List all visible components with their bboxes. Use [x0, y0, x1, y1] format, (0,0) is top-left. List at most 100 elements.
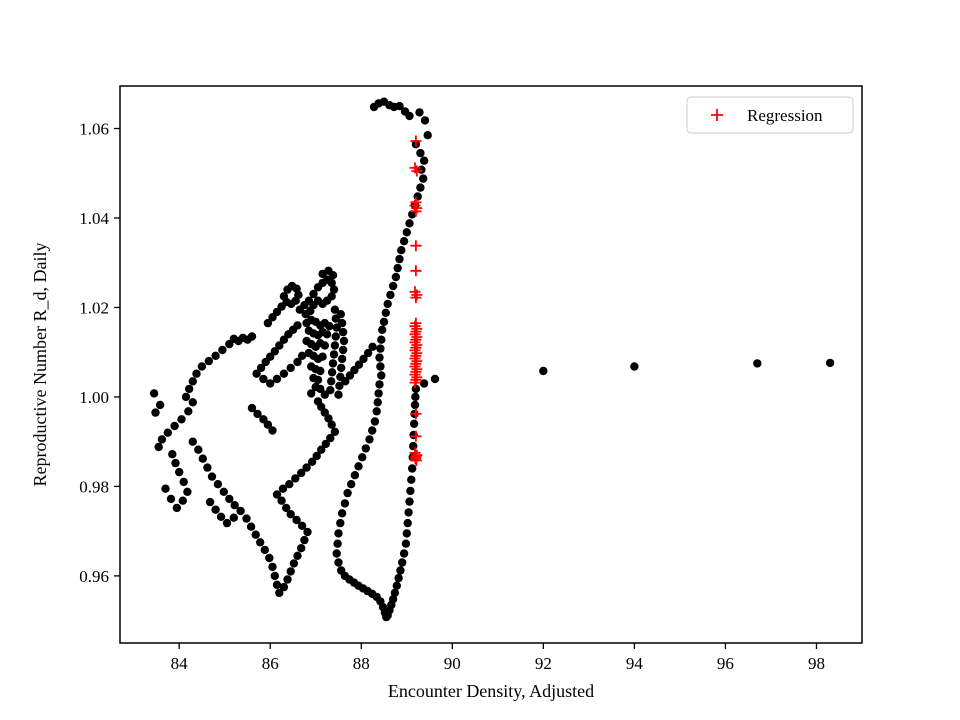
data-point	[327, 368, 337, 377]
data-point	[409, 419, 419, 428]
data-point	[383, 299, 392, 309]
data-point	[408, 464, 417, 473]
data-point	[171, 458, 180, 468]
data-point	[266, 379, 275, 388]
data-point	[325, 322, 334, 331]
data-point	[272, 490, 282, 499]
regression-point	[410, 455, 422, 466]
data-point	[333, 539, 342, 548]
data-point	[343, 488, 352, 498]
data-point	[297, 351, 307, 360]
plot-area	[119, 85, 863, 644]
data-point	[256, 363, 266, 373]
data-point	[363, 348, 373, 358]
data-point	[398, 558, 407, 567]
data-point	[204, 356, 213, 366]
data-point	[282, 503, 291, 513]
data-point	[272, 580, 282, 589]
data-point	[359, 354, 368, 364]
data-point	[270, 571, 279, 581]
data-point	[539, 366, 548, 376]
x-tick-label: 90	[444, 654, 461, 673]
x-tick-label: 94	[626, 654, 644, 673]
data-point	[753, 359, 762, 368]
data-point	[155, 400, 165, 410]
regression-point	[411, 165, 423, 177]
regression-point	[410, 265, 422, 277]
x-tick-label: 88	[353, 654, 370, 673]
data-point	[246, 522, 256, 531]
data-point	[318, 352, 327, 361]
data-point	[320, 341, 329, 350]
data-point	[309, 289, 318, 299]
data-point	[181, 392, 191, 402]
data-point	[286, 363, 295, 373]
data-point	[404, 508, 413, 517]
data-point	[416, 148, 425, 158]
data-point	[293, 357, 302, 367]
data-point	[337, 354, 347, 364]
data-point	[338, 327, 348, 337]
data-point	[347, 480, 356, 489]
data-point	[388, 281, 398, 291]
data-point	[175, 467, 184, 477]
data-point	[251, 530, 260, 539]
data-point	[268, 426, 277, 435]
data-point	[396, 566, 405, 575]
data-point	[354, 462, 363, 471]
data-point	[205, 497, 215, 507]
data-point	[411, 392, 420, 402]
data-point	[417, 165, 426, 174]
data-point	[405, 497, 414, 506]
data-point	[300, 535, 309, 545]
data-point	[316, 366, 325, 376]
data-point	[177, 415, 186, 424]
data-point	[183, 487, 192, 496]
data-point	[377, 371, 386, 380]
data-point	[336, 518, 345, 528]
data-point	[168, 450, 177, 459]
data-point	[256, 538, 265, 547]
data-point	[253, 409, 262, 419]
data-point	[197, 362, 207, 371]
data-point	[335, 381, 344, 390]
data-point	[328, 271, 338, 280]
legend: Regression	[686, 96, 854, 134]
data-point	[415, 108, 424, 117]
data-point	[313, 375, 323, 385]
data-point	[301, 310, 310, 319]
data-point	[395, 254, 404, 264]
data-point	[307, 457, 317, 466]
data-point	[289, 559, 299, 568]
data-point	[263, 420, 273, 429]
data-point	[178, 496, 187, 505]
data-point	[339, 336, 349, 346]
data-point	[316, 384, 325, 394]
x-axis: 84 86 88 90 92 94 96 98 Encounter Density, Adjus…	[171, 643, 825, 701]
x-tick-label: 84	[171, 654, 189, 673]
data-point	[229, 513, 238, 522]
data-point	[390, 588, 400, 598]
data-point	[268, 562, 277, 572]
data-point	[297, 521, 307, 530]
y-axis-label: Reproductive Number R_d, Daily	[30, 243, 50, 487]
legend-box	[686, 96, 854, 134]
data-point	[336, 310, 345, 319]
data-point	[321, 439, 330, 449]
data-point	[198, 454, 207, 463]
data-point	[261, 357, 270, 367]
data-point	[409, 441, 418, 451]
data-point	[391, 272, 401, 282]
data-point	[329, 350, 339, 359]
data-point	[286, 567, 295, 576]
data-point	[285, 480, 294, 489]
data-point	[372, 407, 381, 416]
data-point	[405, 219, 414, 228]
data-point	[337, 509, 347, 518]
data-point	[275, 588, 284, 598]
y-tick-label: 0.96	[79, 567, 109, 586]
data-point	[331, 332, 340, 341]
data-point	[292, 515, 301, 525]
data-point	[379, 317, 389, 326]
